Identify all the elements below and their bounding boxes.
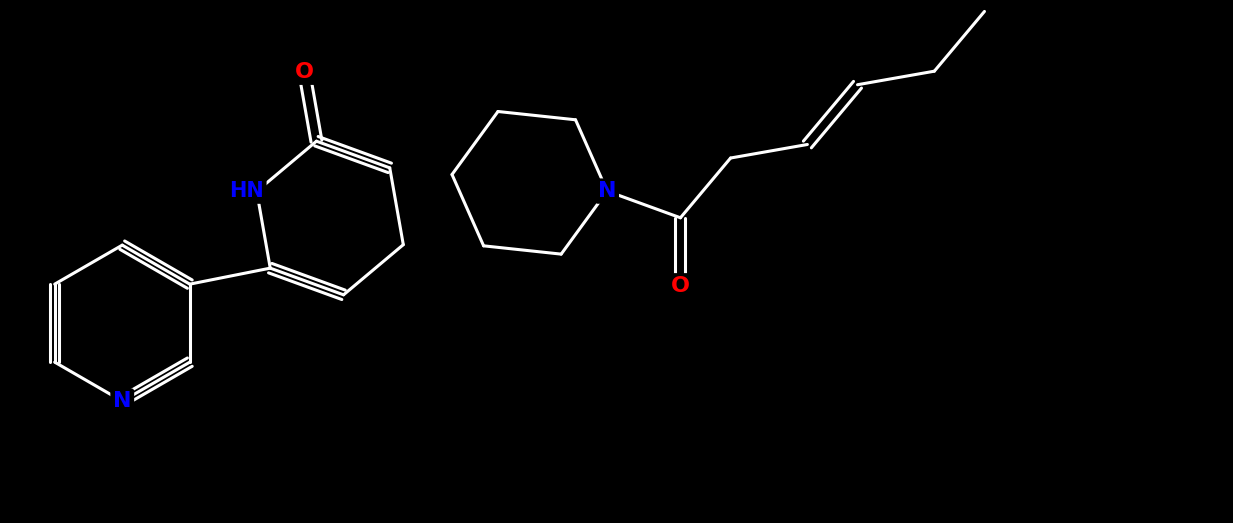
Text: N: N xyxy=(113,391,132,411)
Text: HN: HN xyxy=(229,181,264,201)
Text: O: O xyxy=(671,276,690,296)
Text: O: O xyxy=(295,62,314,82)
Text: N: N xyxy=(598,181,616,201)
